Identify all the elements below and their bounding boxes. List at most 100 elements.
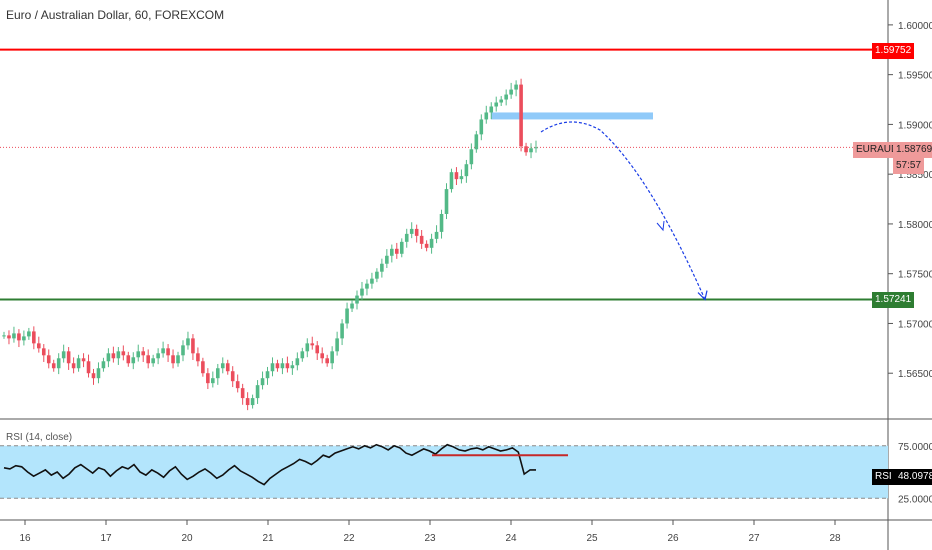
candle-body xyxy=(325,358,329,364)
candle-body xyxy=(86,361,91,374)
candle-body xyxy=(285,363,290,369)
candle-body xyxy=(46,355,51,364)
candle-body xyxy=(166,348,170,356)
supply-zone xyxy=(491,112,653,120)
candle-body xyxy=(230,371,235,382)
candle-body xyxy=(409,228,414,234)
candle-body xyxy=(141,351,146,356)
candle-body xyxy=(156,353,160,359)
candle-body xyxy=(161,348,165,354)
candle-body xyxy=(201,361,205,374)
candle-body xyxy=(7,335,11,339)
candle-body xyxy=(12,333,16,339)
y-tick-label: 1.59000 xyxy=(898,120,932,131)
rsi-indicator-label: RSI (14, close) xyxy=(6,432,73,443)
candle-body xyxy=(71,363,76,369)
candle-body xyxy=(529,148,533,153)
x-tick-label: 26 xyxy=(667,533,679,544)
candle-body xyxy=(171,355,175,364)
candle-body xyxy=(499,99,503,103)
rsi-value-tag: 48.0978 xyxy=(895,469,932,485)
candle-body xyxy=(390,248,394,256)
rsi-tick-label: 25.0000 xyxy=(898,494,932,505)
candle-body xyxy=(524,146,528,153)
candle-body xyxy=(116,351,121,359)
candle-body xyxy=(474,134,479,150)
candle-body xyxy=(215,368,220,379)
candle-body xyxy=(22,336,26,341)
candle-body xyxy=(340,323,344,339)
candle-body xyxy=(280,363,285,369)
y-tick-label: 1.57500 xyxy=(898,270,932,281)
candle-body xyxy=(385,255,389,264)
candle-body xyxy=(2,335,6,337)
candle-body xyxy=(519,84,523,147)
candle-body xyxy=(56,358,61,369)
x-tick-label: 23 xyxy=(424,533,436,544)
candle-body xyxy=(275,363,280,369)
candle-body xyxy=(419,235,424,244)
projection-mid-arrowhead xyxy=(656,220,665,232)
candle-body xyxy=(370,278,374,284)
candle-body xyxy=(330,351,334,364)
candle-body xyxy=(439,213,444,232)
candle-body xyxy=(196,353,200,362)
candle-body xyxy=(41,348,46,356)
candle-body xyxy=(220,363,225,369)
x-tick-label: 27 xyxy=(748,533,760,544)
candle-body xyxy=(534,147,538,149)
candle-body xyxy=(469,149,474,165)
candle-body xyxy=(335,338,339,352)
candle-body xyxy=(315,345,320,354)
candle-body xyxy=(146,355,150,364)
candle-body xyxy=(424,243,429,248)
candle-body xyxy=(479,119,484,135)
rsi-label-tag: RSI xyxy=(872,469,895,485)
candle-body xyxy=(32,331,36,344)
candle-body xyxy=(76,358,81,369)
candle-body xyxy=(245,398,250,406)
candle-body xyxy=(191,338,195,354)
y-tick-label: 1.60000 xyxy=(898,21,932,32)
candle-body xyxy=(111,353,116,359)
y-tick-label: 1.58000 xyxy=(898,220,932,231)
candle-body xyxy=(126,355,131,364)
candle-body xyxy=(484,112,489,120)
candle-body xyxy=(355,295,359,304)
x-tick-label: 28 xyxy=(829,533,841,544)
last-price-tag: 1.58769 xyxy=(893,142,932,158)
x-tick-label: 20 xyxy=(181,533,193,544)
candle-body xyxy=(404,233,409,242)
candle-body xyxy=(17,333,21,341)
candle-body xyxy=(96,368,101,379)
candle-body xyxy=(504,94,508,100)
candle-body xyxy=(360,288,364,296)
chart-title: Euro / Australian Dollar, 60, FOREXCOM xyxy=(6,8,225,22)
candle-body xyxy=(51,363,56,369)
candle-body xyxy=(509,89,513,95)
candle-body xyxy=(206,373,210,384)
candle-body xyxy=(270,363,275,372)
x-tick-label: 17 xyxy=(100,533,112,544)
countdown-tag: 57:57 xyxy=(893,158,925,174)
candle-body xyxy=(429,238,434,248)
candle-body xyxy=(250,398,255,406)
candle-body xyxy=(295,358,300,366)
candle-body xyxy=(514,84,518,90)
resistance-price-tag: 1.59752 xyxy=(872,43,915,59)
x-tick-label: 21 xyxy=(262,533,274,544)
candle-body xyxy=(151,358,155,364)
candle-body xyxy=(131,357,136,364)
candle-body xyxy=(91,373,96,379)
projection-arrow xyxy=(540,121,706,300)
candle-body xyxy=(176,355,180,364)
rsi-tick-label: 75.0000 xyxy=(898,442,932,453)
candle-body xyxy=(454,172,459,180)
candle-body xyxy=(320,353,325,359)
candle-body xyxy=(101,361,106,369)
candle-body xyxy=(106,353,111,362)
x-tick-label: 22 xyxy=(343,533,355,544)
support-price-tag: 1.57241 xyxy=(872,292,915,308)
candle-body xyxy=(310,343,315,346)
